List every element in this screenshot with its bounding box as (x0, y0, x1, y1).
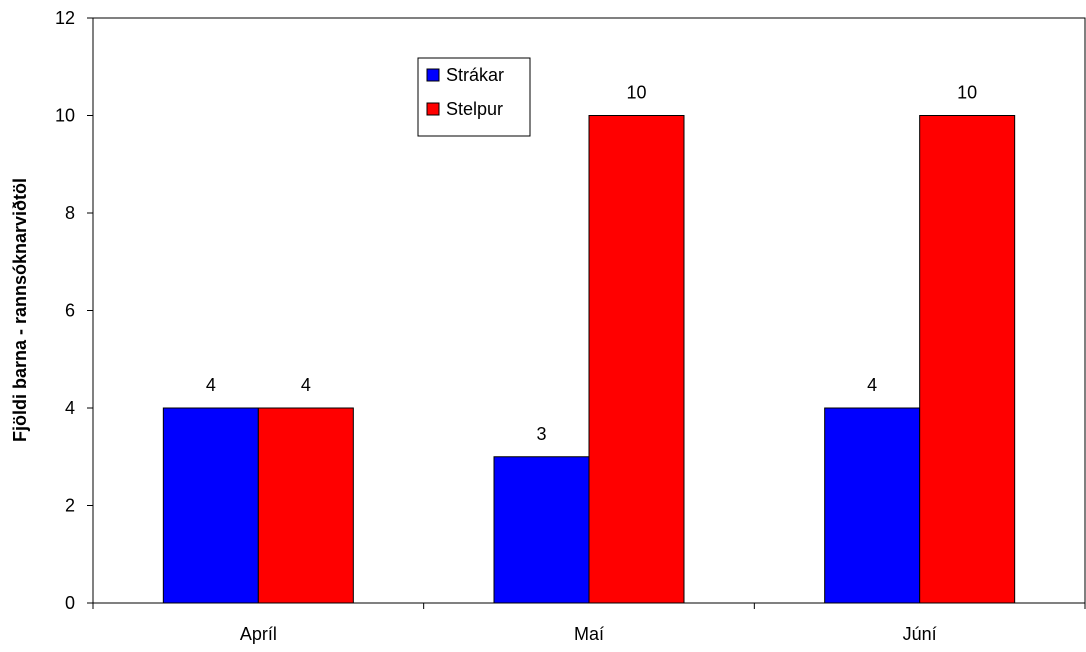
legend-label: Stelpur (446, 99, 503, 119)
bar-Maí-Stelpur (588, 115, 685, 604)
y-tick-label: 10 (55, 106, 75, 126)
legend: Strákar Stelpur (417, 57, 531, 137)
y-tick-label: 8 (65, 203, 75, 223)
y-tick-label: 0 (65, 593, 75, 613)
y-tick-label: 12 (55, 8, 75, 28)
x-tick-label: Júní (903, 624, 937, 644)
data-label: 10 (957, 83, 977, 103)
legend-label: Strákar (446, 65, 504, 85)
data-label: 4 (301, 375, 311, 395)
y-tick-label: 2 (65, 496, 75, 516)
bar-Apríl-Stelpur (257, 407, 354, 604)
y-tick-label: 4 (65, 398, 75, 418)
bar-Apríl-Strákar (162, 407, 259, 604)
x-axis: Apríl Maí Júní (92, 603, 1086, 644)
data-labels-group: 4 3 4 4 10 10 (206, 83, 977, 444)
legend-swatch (426, 102, 440, 116)
data-label: 4 (206, 375, 216, 395)
data-label: 3 (536, 424, 546, 444)
y-axis: 0 2 4 6 8 10 12 (55, 8, 93, 613)
data-label: 4 (867, 375, 877, 395)
bars-group (162, 115, 1016, 604)
legend-swatch (426, 68, 440, 82)
bar-Júní-Strákar (824, 407, 921, 604)
x-tick-label: Maí (574, 624, 604, 644)
bar-Júní-Stelpur (919, 115, 1016, 604)
y-axis-title: Fjöldi barna - rannsóknarviðtöl (10, 178, 30, 442)
bar-Maí-Strákar (493, 456, 590, 604)
x-tick-label: Apríl (240, 624, 277, 644)
data-label: 10 (626, 83, 646, 103)
y-tick-label: 6 (65, 301, 75, 321)
